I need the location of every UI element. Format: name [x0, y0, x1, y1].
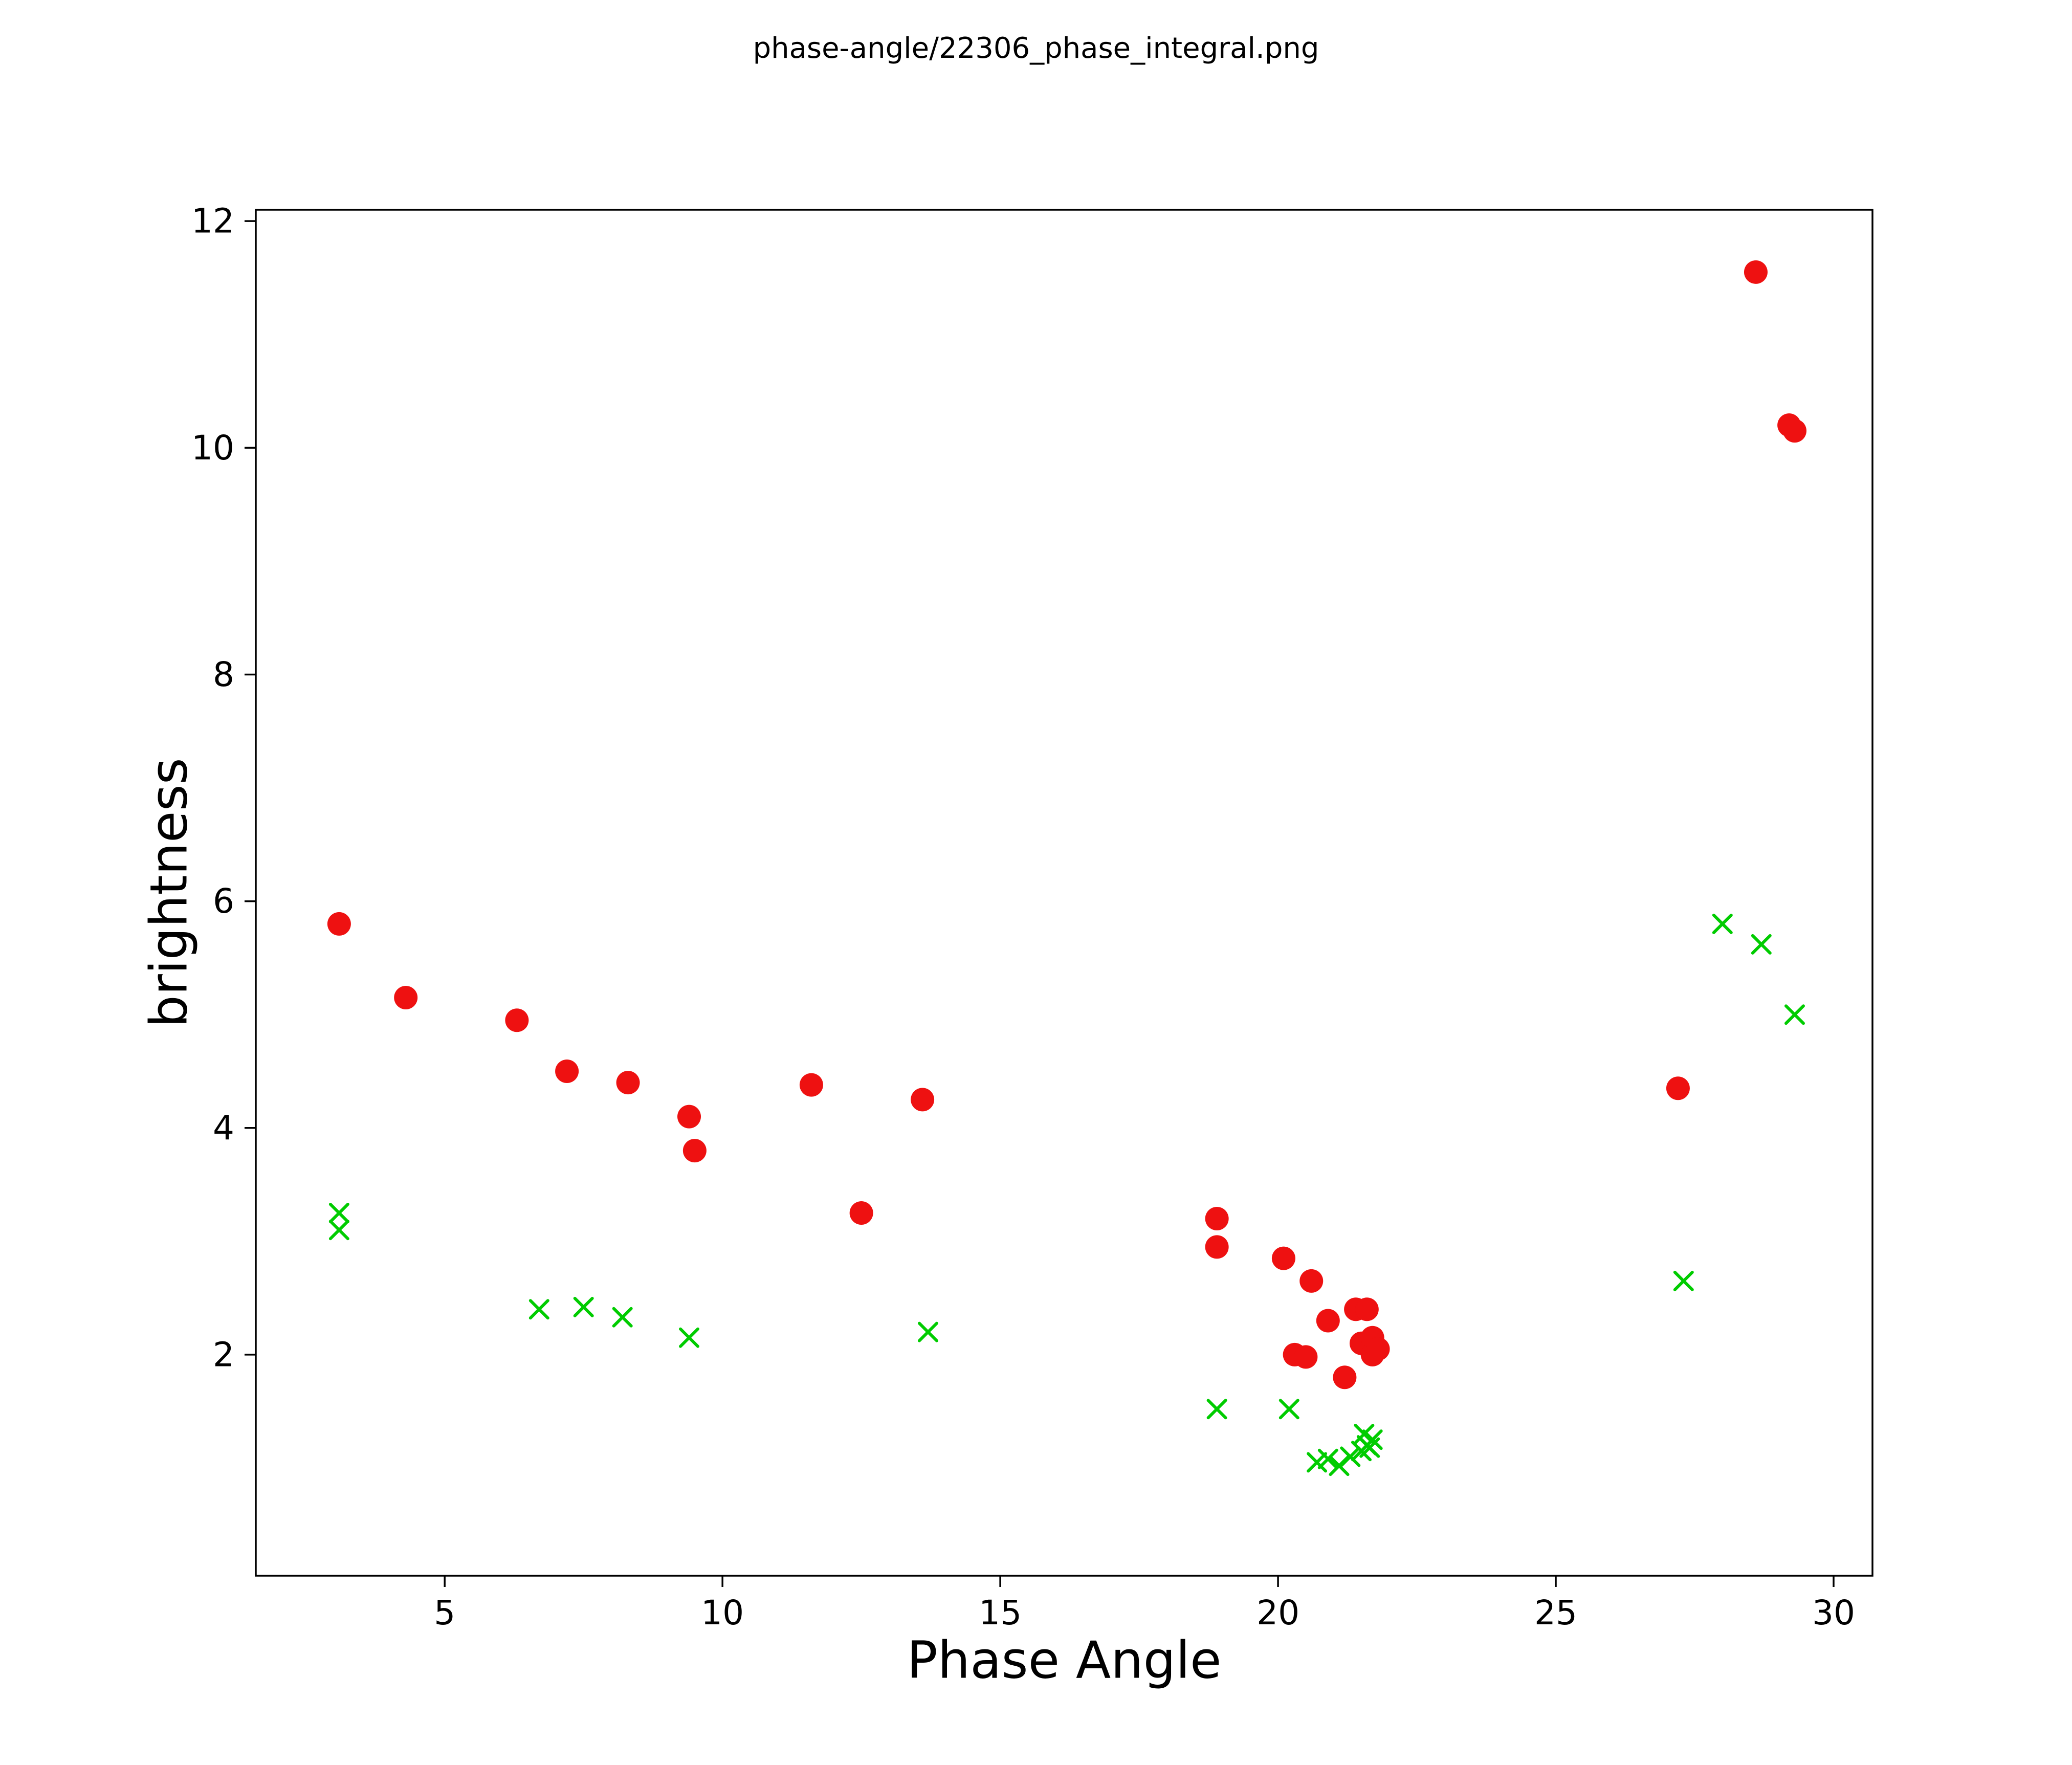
scatter-point-green-crosses — [1712, 913, 1733, 934]
scatter-point-green-crosses — [1751, 934, 1772, 955]
x-tick-label: 5 — [434, 1593, 455, 1632]
scatter-point-red-circles — [555, 1059, 579, 1083]
x-tick-label: 20 — [1257, 1593, 1299, 1632]
y-tick-label: 10 — [191, 428, 234, 468]
scatter-point-green-crosses — [679, 1327, 700, 1348]
scatter-point-red-circles — [1316, 1309, 1340, 1333]
scatter-point-red-circles — [505, 1008, 529, 1032]
scatter-point-green-crosses — [328, 1220, 349, 1241]
scatter-point-red-circles — [1782, 419, 1806, 443]
scatter-point-red-circles — [1299, 1269, 1324, 1293]
scatter-point-green-crosses — [1673, 1270, 1694, 1291]
chart-title: phase-angle/22306_phase_integral.png — [753, 32, 1319, 65]
scatter-point-green-crosses — [1784, 1004, 1805, 1025]
scatter-point-green-crosses — [917, 1321, 938, 1342]
scatter-point-green-crosses — [1279, 1399, 1299, 1420]
scatter-point-red-circles — [1205, 1235, 1229, 1259]
plot-border — [255, 209, 1873, 1577]
scatter-point-red-circles — [911, 1088, 935, 1112]
scatter-point-red-circles — [1666, 1076, 1690, 1100]
scatter-point-green-crosses — [1317, 1448, 1338, 1469]
scatter-point-red-circles — [1271, 1246, 1295, 1270]
scatter-point-green-crosses — [1307, 1452, 1328, 1473]
scatter-point-green-crosses — [1206, 1399, 1227, 1420]
scatter-point-red-circles — [394, 985, 418, 1009]
scatter-point-green-crosses — [612, 1307, 633, 1328]
y-tick-label: 2 — [213, 1335, 234, 1374]
y-tick-label: 8 — [213, 655, 234, 694]
scatter-point-green-crosses — [1354, 1424, 1375, 1445]
scatter-point-green-crosses — [328, 1202, 349, 1223]
scatter-point-green-crosses — [573, 1296, 594, 1317]
scatter-point-green-crosses — [528, 1299, 549, 1320]
scatter-point-red-circles — [1355, 1297, 1379, 1321]
x-tick-label: 10 — [701, 1593, 744, 1632]
y-tick-label: 4 — [213, 1108, 234, 1148]
scatter-point-green-crosses — [1362, 1429, 1383, 1450]
scatter-point-red-circles — [677, 1105, 701, 1129]
scatter-point-red-circles — [799, 1073, 823, 1097]
y-tick-label: 6 — [213, 881, 234, 921]
scatter-point-red-circles — [327, 912, 351, 936]
scatter-point-red-circles — [1366, 1337, 1390, 1361]
scatter-point-red-circles — [1205, 1207, 1229, 1231]
scatter-point-red-circles — [682, 1139, 707, 1163]
x-axis-label: Phase Angle — [907, 1630, 1222, 1690]
scatter-point-red-circles — [1294, 1345, 1318, 1369]
scatter-point-red-circles — [1744, 260, 1768, 284]
x-tick-label: 15 — [979, 1593, 1022, 1632]
scatter-point-green-crosses — [1340, 1446, 1361, 1467]
x-tick-label: 25 — [1534, 1593, 1577, 1632]
scatter-point-red-circles — [1333, 1365, 1357, 1389]
x-tick-label: 30 — [1812, 1593, 1855, 1632]
scatter-point-red-circles — [849, 1201, 873, 1225]
scatter-point-red-circles — [616, 1071, 640, 1095]
y-tick-label: 12 — [191, 202, 234, 241]
